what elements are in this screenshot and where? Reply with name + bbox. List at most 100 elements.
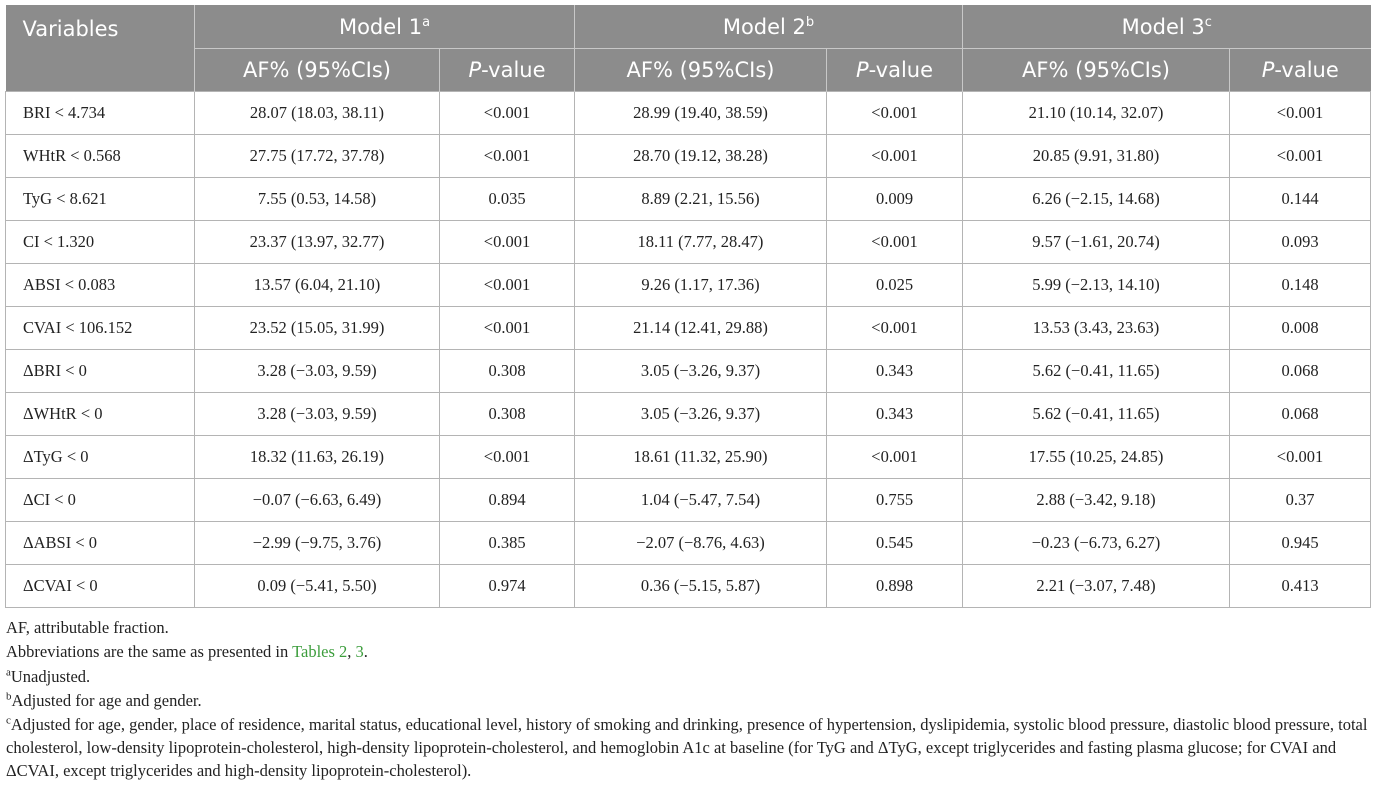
model-2-af-cell: 21.14 (12.41, 29.88) — [574, 306, 827, 350]
variable-cell: ΔABSI < 0 — [5, 521, 195, 565]
table-row: TyG < 8.621 7.55 (0.53, 14.58) 0.035 8.89 (… — [5, 177, 1372, 221]
model-3-af-cell: 2.88 (−3.42, 9.18) — [962, 478, 1231, 522]
table-3-link[interactable]: 3 — [355, 642, 364, 661]
footnote-abbreviations: Abbreviations are the same as presented … — [6, 640, 1368, 663]
m1-af-header: AF% (95%CIs) — [194, 48, 440, 92]
model-2-p-cell: 0.025 — [826, 263, 964, 307]
model-3-p-cell: <0.001 — [1229, 91, 1372, 135]
model-2-af-cell: −2.07 (−8.76, 4.63) — [574, 521, 827, 565]
model-3-af-cell: 2.21 (−3.07, 7.48) — [962, 564, 1231, 608]
abbrev-prefix: Abbreviations are the same as presented … — [6, 642, 293, 661]
m2-af-header: AF% (95%CIs) — [574, 48, 827, 92]
footnote-c-text: Adjusted for age, gender, place of resid… — [6, 715, 1368, 780]
model-2-af-cell: 28.70 (19.12, 38.28) — [574, 134, 827, 178]
model-2-af-cell: 0.36 (−5.15, 5.87) — [574, 564, 827, 608]
model-2-af-cell: 8.89 (2.21, 15.56) — [574, 177, 827, 221]
footnote-b: bAdjusted for age and gender. — [6, 689, 1368, 712]
variable-cell: BRI < 4.734 — [5, 91, 195, 135]
model-1-af-cell: 23.37 (13.97, 32.77) — [194, 220, 440, 264]
model-2-p-cell: <0.001 — [826, 435, 964, 479]
variables-header-label: Variables — [22, 17, 119, 41]
model-2-af-cell: 18.61 (11.32, 25.90) — [574, 435, 827, 479]
model-2-af-cell: 1.04 (−5.47, 7.54) — [574, 478, 827, 522]
model-1-name: Model 1 — [338, 14, 423, 39]
table-row: CI < 1.320 23.37 (13.97, 32.77) <0.001 18.1… — [5, 220, 1372, 264]
variable-cell: CVAI < 106.152 — [5, 306, 195, 350]
model-1-af-cell: 3.28 (−3.03, 9.59) — [194, 392, 440, 436]
variable-cell: WHtR < 0.568 — [5, 134, 195, 178]
model-3-af-cell: 21.10 (10.14, 32.07) — [962, 91, 1231, 135]
model-1-af-cell: 23.52 (15.05, 31.99) — [194, 306, 440, 350]
footnote-b-text: Adjusted for age and gender. — [11, 691, 202, 710]
table-row: CVAI < 106.152 23.52 (15.05, 31.99) <0.001… — [5, 306, 1372, 350]
m3-p-header: P-value — [1229, 48, 1371, 92]
model-1-af-cell: 13.57 (6.04, 21.10) — [194, 263, 440, 307]
model-3-af-cell: 13.53 (3.43, 23.63) — [962, 306, 1231, 350]
footnote-a: aUnadjusted. — [6, 665, 1368, 688]
model-3-af-cell: 9.57 (−1.61, 20.74) — [962, 220, 1231, 264]
table-row: WHtR < 0.568 27.75 (17.72, 37.78) <0.001 28… — [5, 134, 1372, 178]
header-row-columns: AF% (95%CIs) P-value AF% (95%CIs) P-valu… — [6, 48, 1371, 92]
model-1-af-cell: 0.09 (−5.41, 5.50) — [194, 564, 440, 608]
footnote-af: AF, attributable fraction. — [6, 618, 169, 637]
table-row: ΔTyG < 0 18.32 (11.63, 26.19) <0.001 18.61 … — [5, 435, 1372, 479]
model-1-p-cell: 0.308 — [439, 349, 575, 393]
model-3-p-cell: 0.148 — [1229, 263, 1372, 307]
model-1-af-cell: 27.75 (17.72, 37.78) — [194, 134, 440, 178]
model-3-p-cell: 0.093 — [1229, 220, 1372, 264]
model-3-p-cell: 0.068 — [1229, 349, 1372, 393]
footnote-b-mark: b — [6, 690, 12, 703]
model-2-p-cell: 0.898 — [826, 564, 964, 608]
model-2-p-cell: 0.343 — [826, 349, 964, 393]
variable-cell: ΔTyG < 0 — [5, 435, 195, 479]
footnote-c-mark: c — [6, 714, 11, 727]
model-1-af-cell: 18.32 (11.63, 26.19) — [194, 435, 440, 479]
model-3-header: Model 3c — [962, 5, 1371, 49]
model-1-p-cell: 0.894 — [439, 478, 575, 522]
abbrev-suffix: . — [363, 642, 368, 661]
model-2-header: Model 2b — [574, 5, 964, 49]
m2-p-header: P-value — [826, 48, 964, 92]
m2-p-suffix: -value — [868, 58, 934, 82]
model-2-af-cell: 9.26 (1.17, 17.36) — [574, 263, 827, 307]
footnote-c: cAdjusted for age, gender, place of resi… — [6, 713, 1368, 782]
model-1-af-cell: −0.07 (−6.63, 6.49) — [194, 478, 440, 522]
model-3-af-cell: 5.62 (−0.41, 11.65) — [962, 392, 1231, 436]
table-row: ΔBRI < 0 3.28 (−3.03, 9.59) 0.308 3.05 (−3.… — [5, 349, 1372, 393]
af-results-table: Variables Model 1a Model 2b Model 3c AF%… — [5, 5, 1372, 608]
tables-2-link[interactable]: Tables 2 — [292, 642, 348, 661]
model-1-p-cell: 0.035 — [439, 177, 575, 221]
m3-p-suffix: -value — [1274, 58, 1339, 82]
header-row-models: Variables Model 1a Model 2b Model 3c — [5, 5, 1371, 92]
model-2-p-cell: 0.545 — [826, 521, 964, 565]
model-1-af-cell: 7.55 (0.53, 14.58) — [194, 177, 440, 221]
model-3-af-cell: −0.23 (−6.73, 6.27) — [962, 521, 1231, 565]
model-1-p-cell: <0.001 — [439, 435, 575, 479]
model-1-header: Model 1a — [194, 5, 575, 49]
variable-cell: TyG < 8.621 — [5, 177, 195, 221]
footnote-a-text: Unadjusted. — [10, 667, 91, 686]
model-3-af-cell: 5.99 (−2.13, 14.10) — [962, 263, 1231, 307]
abbrev-separator: , — [347, 642, 356, 661]
model-3-af-cell: 17.55 (10.25, 24.85) — [962, 435, 1231, 479]
m3-p-letter: P — [1261, 58, 1275, 82]
table-row: ABSI < 0.083 13.57 (6.04, 21.10) <0.001 9.2… — [5, 263, 1372, 307]
variable-cell: ΔWHtR < 0 — [5, 392, 195, 436]
model-3-p-cell: <0.001 — [1229, 435, 1372, 479]
table-body: BRI < 4.734 28.07 (18.03, 38.11) <0.001 28.… — [5, 91, 1372, 608]
variable-cell: CI < 1.320 — [5, 220, 195, 264]
table-row: ΔABSI < 0 −2.99 (−9.75, 3.76) 0.385 −2.07 (… — [5, 521, 1372, 565]
variable-cell: ABSI < 0.083 — [5, 263, 195, 307]
table-row: BRI < 4.734 28.07 (18.03, 38.11) <0.001 28.… — [5, 91, 1372, 135]
model-3-p-cell: 0.37 — [1229, 478, 1372, 522]
model-3-af-cell: 20.85 (9.91, 31.80) — [962, 134, 1231, 178]
footnote-a-mark: a — [6, 666, 11, 679]
model-3-sup: c — [1204, 14, 1212, 30]
model-2-sup: b — [805, 14, 815, 30]
table-row: ΔCI < 0 −0.07 (−6.63, 6.49) 0.894 1.04 (−5.… — [5, 478, 1372, 522]
model-3-name: Model 3 — [1121, 14, 1205, 39]
model-3-p-cell: 0.945 — [1229, 521, 1372, 565]
m1-p-letter: P — [468, 58, 482, 82]
model-2-p-cell: <0.001 — [826, 220, 964, 264]
model-1-p-cell: <0.001 — [439, 134, 575, 178]
